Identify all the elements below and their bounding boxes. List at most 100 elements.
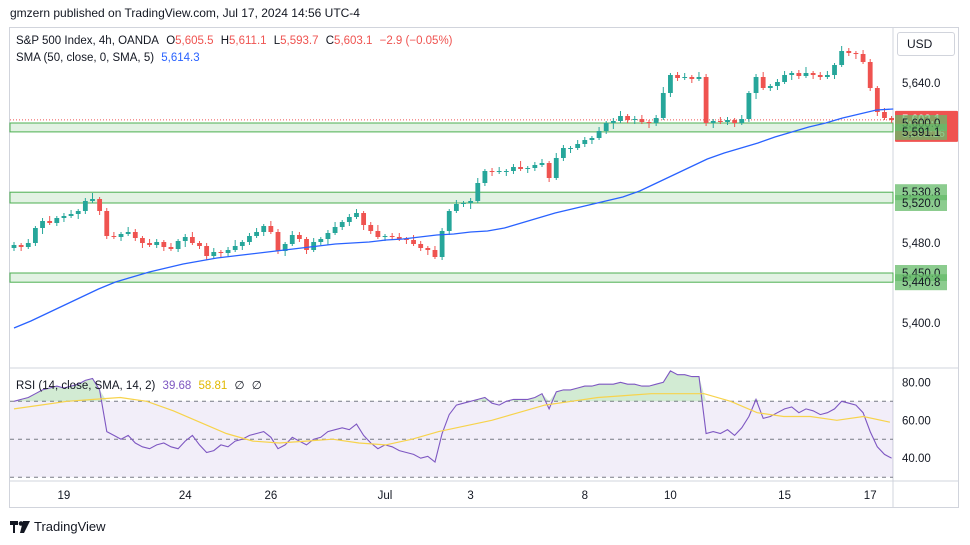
candle-body: [11, 245, 17, 248]
candle: [668, 73, 673, 97]
candle-body: [425, 248, 431, 250]
candle: [311, 238, 317, 252]
rsi-value: 39.68: [162, 380, 192, 392]
candle: [689, 75, 695, 83]
chart-frame[interactable]: [9, 27, 959, 508]
open-value: 5,605.5: [175, 35, 214, 47]
candle-body: [197, 243, 202, 246]
candle: [304, 237, 309, 254]
candle: [282, 242, 288, 256]
tradingview-logo-icon: [10, 520, 30, 533]
rsi-line: [13, 370, 892, 463]
candle: [232, 240, 238, 252]
candle: [618, 111, 623, 123]
candle-body: [111, 236, 117, 237]
candle-body: [368, 225, 374, 231]
candle: [47, 216, 53, 225]
candle: [582, 137, 588, 147]
rsi-tick-label: 80.00: [902, 377, 931, 389]
candle: [739, 115, 745, 125]
candle-body: [560, 148, 566, 158]
rsi-tick-label: 60.00: [902, 415, 931, 427]
symbol-label[interactable]: S&P 500 Index, 4h, OANDA: [16, 35, 159, 47]
candle-body: [753, 77, 759, 93]
candle: [118, 232, 124, 241]
currency-button[interactable]: USD: [897, 32, 955, 56]
candle: [682, 73, 688, 80]
candle: [767, 84, 773, 91]
candle: [346, 214, 352, 226]
candle: [874, 86, 880, 116]
candle-body: [389, 236, 395, 237]
sma-label[interactable]: SMA (50, close, 0, SMA, 5): [16, 52, 155, 64]
candle: [560, 145, 566, 161]
candle: [132, 229, 138, 241]
candle-body: [511, 167, 516, 171]
candle: [432, 246, 438, 259]
rsi-sma-line: [13, 393, 891, 446]
candle: [104, 208, 110, 239]
footer[interactable]: TradingView: [10, 519, 106, 534]
candle-body: [61, 216, 67, 218]
main-legend[interactable]: S&P 500 Index, 4h, OANDA O5,605.5 H5,611…: [16, 35, 457, 47]
candle-body: [625, 116, 631, 120]
candle-body: [68, 214, 74, 216]
candle: [147, 239, 152, 247]
candle: [753, 74, 759, 99]
candle: [33, 226, 38, 246]
candle-body: [874, 88, 880, 112]
candle-body: [525, 168, 531, 169]
time-tick-label: 24: [179, 490, 192, 502]
candle: [717, 117, 723, 124]
candle-body: [354, 213, 359, 217]
sma-line: [13, 108, 894, 329]
candle-body: [739, 119, 745, 123]
candle: [603, 121, 609, 134]
price-tick-label: 5,400.0: [902, 318, 940, 330]
candle-body: [446, 211, 452, 231]
candle: [361, 211, 367, 230]
candle-body: [396, 237, 402, 239]
candle-body: [668, 75, 673, 93]
support-zone-3: [9, 272, 894, 283]
candle-body: [325, 233, 331, 239]
candle-body: [54, 218, 60, 223]
candle-body: [175, 241, 181, 249]
rsi-label[interactable]: RSI (14, close, SMA, 14, 2): [16, 380, 156, 392]
candle-body: [882, 112, 887, 118]
candle-body: [817, 75, 823, 77]
candle-body: [746, 93, 752, 119]
support-zone-2: [9, 191, 894, 204]
candle-body: [125, 232, 131, 234]
candle-body: [796, 73, 802, 76]
time-tick-label: 3: [467, 490, 473, 502]
candle: [168, 243, 174, 251]
candle: [568, 146, 573, 153]
rsi-legend[interactable]: RSI (14, close, SMA, 14, 2) 39.68 58.81 …: [16, 378, 266, 392]
candle: [82, 198, 88, 214]
candle-body: [211, 252, 217, 256]
candle: [368, 222, 374, 234]
sma-legend[interactable]: SMA (50, close, 0, SMA, 5) 5,614.3: [16, 52, 204, 64]
candle-body: [503, 171, 509, 172]
candle-body: [304, 239, 309, 250]
candle-body: [218, 252, 224, 253]
candle: [482, 169, 488, 186]
time-tick-label: 19: [58, 490, 71, 502]
candle: [111, 232, 117, 239]
candle-body: [18, 245, 24, 247]
candle: [318, 237, 324, 245]
candle-body: [453, 204, 459, 211]
candle-body: [610, 121, 616, 123]
time-tick-label: 10: [664, 490, 677, 502]
rsi-tick-label: 40.00: [902, 453, 931, 465]
zone-price-label: 5,520.0: [902, 198, 940, 210]
time-tick-label: 17: [864, 490, 877, 502]
candle: [596, 127, 602, 140]
candle-body: [546, 163, 552, 178]
candle-body: [732, 120, 738, 123]
candle-body: [725, 120, 730, 122]
candle-body: [104, 211, 110, 236]
candle-body: [475, 183, 481, 201]
